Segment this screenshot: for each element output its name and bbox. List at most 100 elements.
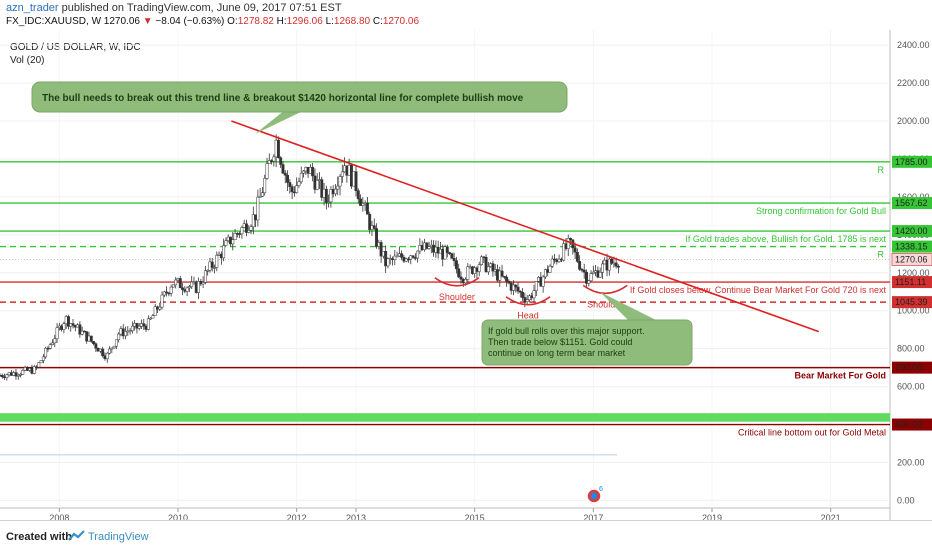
- candle-body: [44, 347, 48, 358]
- price-tag-bg: [892, 197, 932, 210]
- candle-body: [400, 253, 404, 258]
- tradingview-brand[interactable]: TradingView: [88, 531, 149, 543]
- candle-body: [46, 347, 50, 350]
- candle-body: [491, 263, 495, 272]
- candle-body: [445, 246, 449, 253]
- candle-body: [334, 188, 337, 195]
- price-tags: 1785.00 1567.62 1420.00 1338.15 1151.11 1045.…: [891, 155, 932, 431]
- candle-body: [573, 247, 577, 253]
- candle-body: [450, 253, 454, 259]
- candle-body: [427, 246, 431, 249]
- candle-body: [281, 164, 285, 174]
- candle-body: [361, 203, 365, 206]
- x-tick-label: 2021: [821, 513, 841, 520]
- open-label: O:: [227, 16, 238, 27]
- events-icon[interactable]: 6: [586, 486, 603, 504]
- author-link[interactable]: azn_trader: [6, 2, 59, 14]
- price-tag-bg: [892, 361, 932, 374]
- candle-body: [55, 327, 59, 339]
- candle-body: [89, 335, 93, 342]
- candle-body: [67, 316, 70, 327]
- x-tick-label: 2010: [168, 513, 188, 520]
- candle-body: [222, 245, 226, 259]
- candle-body: [263, 178, 267, 194]
- candle-body: [548, 266, 552, 273]
- candle-body: [338, 176, 342, 187]
- y-tick-label: 2000.00: [897, 116, 930, 126]
- support-band-layer: [0, 413, 890, 456]
- candle-body: [614, 262, 618, 267]
- x-tick-label: 2012: [287, 513, 307, 520]
- head-shoulders-layer: Shoulder Head Shoulder: [434, 277, 628, 321]
- candle-body: [286, 174, 289, 183]
- price-axis[interactable]: 2400.002200.002000.001800.001600.001400.…: [897, 40, 930, 505]
- candle-body: [171, 284, 175, 288]
- candle-body: [92, 341, 96, 344]
- candle-body: [149, 317, 153, 320]
- candle-body: [16, 374, 20, 377]
- candle-body: [484, 257, 488, 273]
- candle-body: [128, 330, 132, 332]
- horizontal-levels: R Strong confirmation for Gold Bull If Gol…: [0, 161, 890, 438]
- candle-body: [512, 284, 515, 291]
- candle-body: [324, 188, 328, 203]
- candle-body: [71, 323, 75, 326]
- candle-body: [5, 374, 9, 378]
- candle-body: [359, 198, 363, 206]
- y-tick-label: 1600.00: [897, 192, 930, 202]
- price-tag-label: 1785.00: [895, 157, 928, 167]
- publish-info: azn_trader published on TradingView.com,…: [6, 2, 342, 14]
- candle-body: [105, 353, 109, 360]
- candle-body: [201, 282, 205, 285]
- candle-body: [534, 281, 538, 291]
- candle-body: [213, 267, 216, 269]
- price-tag-bg: [892, 240, 932, 253]
- candle-body: [137, 326, 141, 329]
- y-tick-label: 800.00: [897, 344, 925, 354]
- candle-body: [32, 366, 36, 374]
- callout-top-text: The bull needs to break out this trend l…: [42, 93, 524, 104]
- publish-header: azn_trader published on TradingView.com,…: [0, 0, 932, 30]
- candle-body: [411, 255, 415, 258]
- candle-body: [0, 375, 4, 378]
- candle-body: [167, 292, 171, 295]
- last-price: 1270.06: [103, 16, 140, 27]
- candle-body: [578, 261, 582, 270]
- candle-body: [178, 278, 182, 289]
- candle-body: [336, 185, 340, 190]
- x-tick-label: 2013: [346, 513, 366, 520]
- candle-body: [302, 170, 305, 174]
- candle-body: [21, 369, 25, 375]
- published-text: published on TradingView.com, June 09, 2…: [61, 2, 342, 14]
- candles: [0, 134, 620, 381]
- candle-body: [245, 223, 248, 233]
- created-with-text: Created with: [6, 531, 73, 543]
- down-arrow-icon: ▼: [142, 16, 153, 27]
- candle-body: [283, 172, 287, 176]
- critical-support-band: [0, 413, 890, 422]
- candle-body: [260, 192, 264, 197]
- candle-body: [206, 270, 210, 272]
- candle-body: [477, 264, 481, 272]
- price-tag-bg: [892, 225, 932, 238]
- candle-body: [210, 261, 214, 268]
- pattern-arc: [505, 296, 551, 306]
- y-tick-label: 200.00: [897, 457, 925, 467]
- time-axis[interactable]: 2008 2010 2012 2013 2015 2017 2019 2021: [49, 508, 841, 520]
- candle-body: [62, 323, 66, 330]
- candle-body: [407, 258, 410, 261]
- x-tick-label: 2008: [49, 513, 69, 520]
- candle-body: [185, 287, 189, 292]
- high-value: 1296.06: [286, 16, 323, 27]
- resistance-marker: R: [878, 250, 885, 260]
- candle-body: [486, 266, 490, 273]
- volume-indicator-label: Vol (20): [10, 55, 44, 66]
- candle-body: [464, 279, 467, 284]
- candle-body: [454, 260, 458, 270]
- resistance-marker: R: [878, 165, 885, 175]
- candle-body: [299, 172, 303, 183]
- descending-trendline[interactable]: [231, 120, 820, 333]
- candle-body: [135, 323, 139, 329]
- candle-body: [39, 360, 43, 364]
- price-chart[interactable]: GOLD / US DOLLAR, W, IDC Vol (20) R Stron…: [0, 30, 932, 520]
